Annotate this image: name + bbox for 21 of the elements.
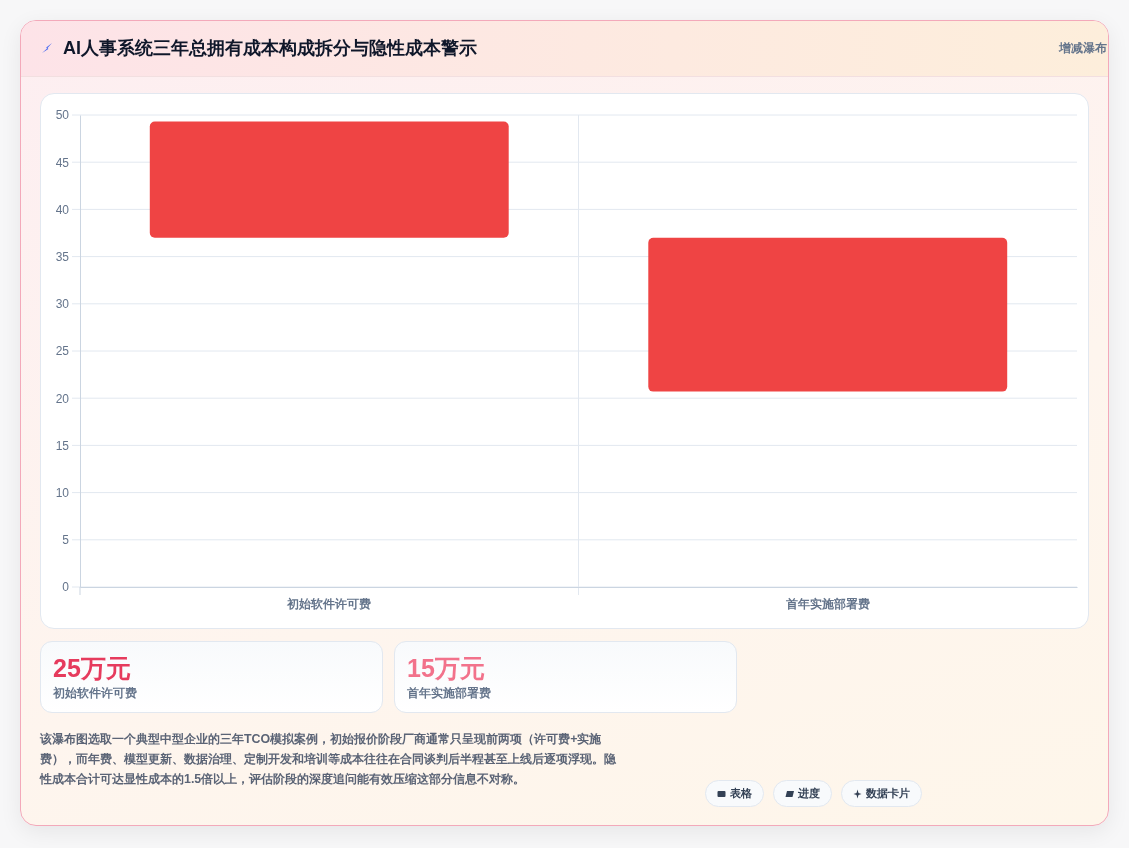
y-tick-label: 0	[62, 580, 70, 595]
text: 增减瀑布	[1059, 41, 1107, 55]
y-tick-label: 25	[55, 344, 70, 359]
y-tick-label: 5	[62, 533, 70, 548]
chart-title: AI人事系统三年总拥有成本构成拆分与隐性成本警示	[63, 37, 477, 59]
text: 该瀑布图选取一个典型中型企业的三年TCO模拟案例，初始报价阶段厂商通常只呈现前两项（许可费+实施费），而年费、模型更新、数据治理、定制开发和培训等成本往往在合同谈判后半程甚至上线后逐项浮现。隐性成本合计可达显性成本的1.5倍以上，评估阶段的深度追问能有效压缩这部分信息不对称。	[40, 731, 617, 788]
text: 25万元	[53, 653, 131, 683]
y-tick-label: 40	[55, 202, 70, 217]
y-tick-label: 20	[55, 391, 70, 406]
y-tick-label: 30	[55, 297, 70, 312]
text: 首年实施部署费	[407, 686, 491, 700]
y-tick-label: 50	[55, 108, 70, 123]
text: 表格	[730, 786, 752, 801]
y-tick-label: 35	[55, 249, 70, 264]
text: 进度	[798, 786, 820, 801]
y-tick-label: 10	[55, 485, 70, 500]
y-tick-label: 15	[55, 438, 70, 453]
text: 15万元	[407, 653, 485, 683]
y-tick-label: 45	[55, 155, 70, 170]
text: 数据卡片	[866, 786, 910, 801]
text: 初始软件许可费	[53, 686, 137, 700]
